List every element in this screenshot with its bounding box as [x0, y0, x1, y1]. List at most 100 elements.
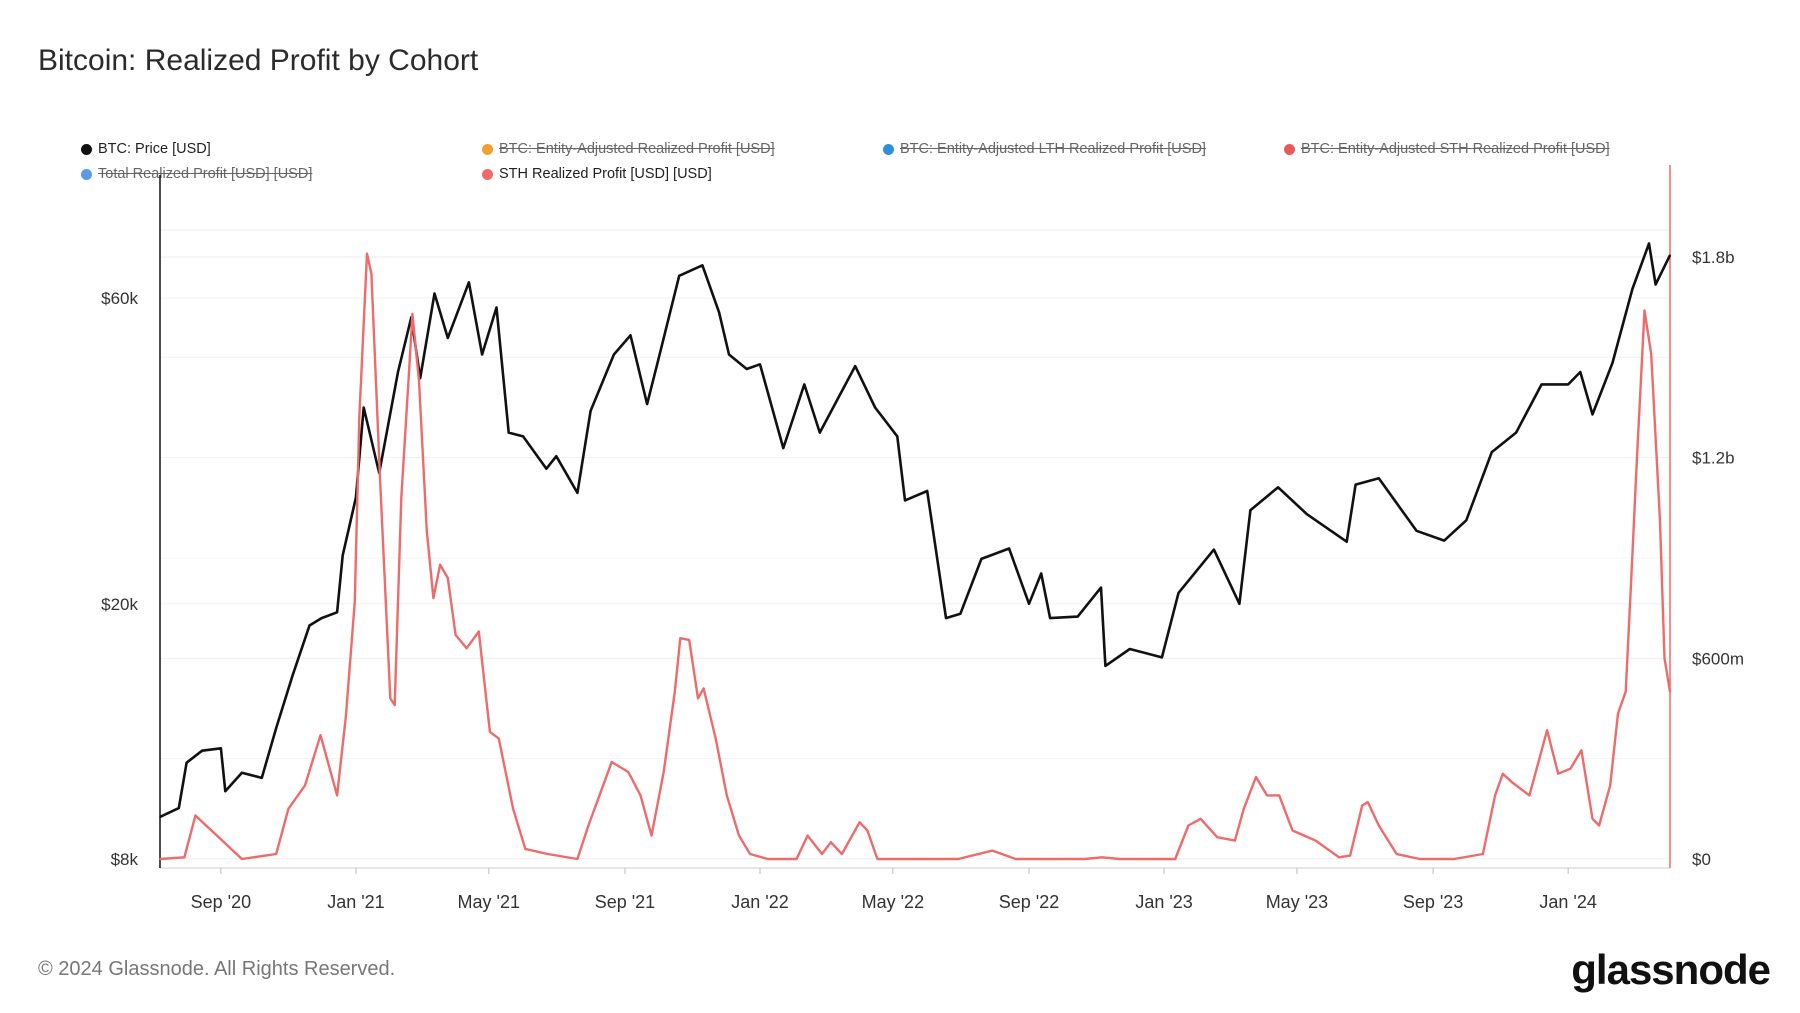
btc-price-point — [718, 311, 720, 314]
sth-profit-point — [366, 252, 368, 255]
y-left-tick-label: $8k — [111, 850, 139, 869]
sth-profit-point — [1242, 808, 1245, 810]
btc-price-point — [468, 281, 470, 284]
sth-profit-point — [576, 858, 579, 860]
sth-profit-point — [673, 690, 676, 693]
sth-profit-point — [1291, 829, 1294, 832]
sth-profit-point — [1630, 577, 1633, 579]
y-right-tick-label: $1.8b — [1692, 248, 1735, 267]
sth-profit-point — [1153, 858, 1155, 860]
btc-price-point — [1277, 486, 1279, 489]
btc-price-point — [1354, 483, 1357, 486]
btc-price-point — [980, 558, 983, 560]
btc-price-point — [1648, 242, 1650, 245]
btc-price-point — [745, 368, 748, 370]
sth-profit-point — [1395, 853, 1398, 855]
btc-price-point — [1378, 477, 1380, 480]
sth-profit-point — [241, 858, 243, 860]
btc-price-point — [1465, 519, 1468, 522]
sth-profit-point — [1528, 794, 1531, 797]
btc-price-point — [495, 306, 498, 309]
y-right-tick-label: $1.2b — [1692, 449, 1735, 468]
btc-price-point — [1128, 648, 1131, 650]
y-right-tick-label: $0 — [1692, 850, 1711, 869]
legend-dot-icon — [482, 143, 493, 155]
legend-label: STH Realized Profit [USD] [USD] — [499, 166, 712, 182]
sth-profit-point — [336, 794, 338, 797]
x-tick-label: Sep '21 — [595, 892, 656, 912]
legend-item-lth-realized-profit[interactable]: BTC: Entity-Adjusted LTH Realized Profit… — [883, 141, 1206, 157]
btc-price-point — [1669, 254, 1671, 257]
sth-profit-point — [726, 794, 728, 797]
sth-profit-point — [1650, 353, 1652, 355]
btc-price-point — [1076, 615, 1079, 618]
btc-price-point — [782, 447, 785, 449]
sth-profit-point — [400, 496, 403, 499]
sth-profit-point — [858, 821, 861, 823]
btc-price-point — [447, 337, 449, 339]
sth-profit-point — [688, 639, 690, 641]
btc-price-point — [646, 403, 648, 405]
sth-profit-point — [1609, 784, 1612, 787]
btc-price-point — [241, 771, 243, 774]
sth-profit-point — [627, 771, 630, 773]
copyright-footer: © 2024 Glassnode. All Rights Reserved. — [38, 958, 396, 980]
sth-profit-point — [287, 808, 290, 810]
btc-price-point — [341, 554, 344, 557]
legend-item-entity-adjusted-realized-profit[interactable]: BTC: Entity-Adjusted Realized Profit [US… — [482, 141, 775, 157]
y-left-tick-label: $20k — [101, 595, 138, 614]
legend-item-btc-price[interactable]: BTC: Price [USD] — [81, 141, 211, 157]
sth-profit-point — [1557, 772, 1559, 775]
legend-item-sth-realized-profit[interactable]: STH Realized Profit [USD] [USD] — [482, 166, 712, 182]
legend-dot-icon — [1284, 143, 1295, 155]
btc-price-point — [1028, 603, 1030, 605]
btc-price-point — [904, 499, 906, 502]
btc-price-point — [201, 749, 203, 752]
sth-profit-point — [662, 771, 665, 773]
btc-price-point — [1104, 665, 1107, 667]
y-right-tick-label: $600m — [1692, 649, 1744, 668]
sth-profit-point — [1349, 854, 1351, 857]
btc-price-point — [1443, 539, 1445, 542]
sth-profit-point — [465, 647, 468, 650]
legend-label: BTC: Entity-Adjusted STH Realized Profit… — [1301, 141, 1610, 157]
legend-item-sth-entity-realized-profit[interactable]: BTC: Entity-Adjusted STH Realized Profit… — [1284, 141, 1610, 157]
btc-price-point — [1213, 548, 1215, 551]
sth-profit-point — [354, 600, 356, 603]
sth-profit-point — [1659, 520, 1661, 522]
btc-price-point — [959, 612, 962, 615]
sth-profit-point — [454, 634, 457, 636]
btc-price-point — [507, 431, 510, 434]
sth-profit-point — [1546, 729, 1548, 732]
x-tick-label: Jan '21 — [327, 892, 384, 912]
sth-profit-point — [821, 853, 823, 855]
sth-profit-point — [650, 834, 653, 837]
sth-profit-point — [1580, 749, 1583, 752]
btc-price-point — [1654, 283, 1657, 286]
sth-profit-point — [587, 824, 590, 827]
x-tick-label: Jan '24 — [1539, 892, 1596, 912]
btc-price-point — [261, 777, 263, 779]
btc-price-point — [433, 292, 436, 295]
sth-profit-point — [447, 577, 449, 579]
legend-label: BTC: Price [USD] — [98, 141, 211, 157]
sth-profit-point — [379, 483, 382, 486]
sth-profit-point — [217, 836, 220, 839]
btc-price-point — [1611, 362, 1614, 364]
sth-profit-point — [1278, 794, 1281, 797]
btc-price-point — [701, 264, 704, 267]
btc-price-point — [1100, 586, 1102, 589]
sth-profit-point — [1643, 309, 1646, 312]
btc-price-point — [1515, 431, 1517, 434]
sth-profit-point — [418, 379, 420, 382]
btc-price-point — [926, 490, 928, 492]
btc-price-point — [1177, 592, 1180, 594]
sth-profit-point — [1101, 856, 1103, 859]
legend-item-total-realized-profit[interactable]: Total Realized Profit [USD] [USD] — [81, 166, 312, 182]
sth-profit-point — [610, 761, 613, 763]
sth-profit-point — [749, 853, 751, 855]
btc-price-point — [678, 275, 681, 277]
sth-profit-point — [319, 734, 322, 737]
btc-price-point — [945, 617, 947, 619]
